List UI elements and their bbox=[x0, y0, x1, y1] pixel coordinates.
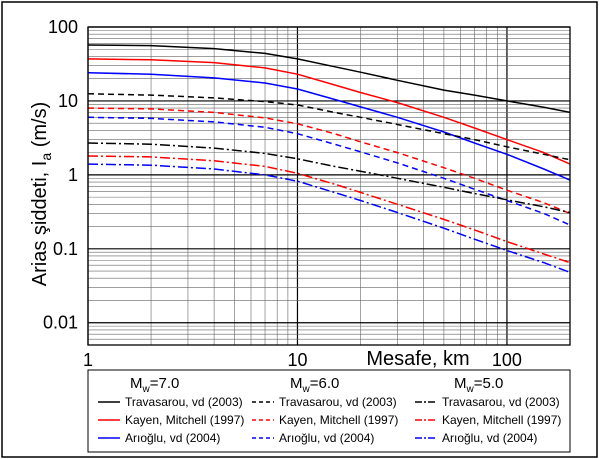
legend-group-prefix: M bbox=[454, 375, 467, 392]
series-line-kayen-1 bbox=[87, 107, 571, 215]
y-tick-label: 100 bbox=[48, 17, 78, 37]
y-tick-label: 10 bbox=[58, 91, 78, 111]
series-line-kayen-2 bbox=[87, 155, 571, 264]
legend: Mw=7.0 Mw=6.0 Mw=5.0 Travasarou, vd (2003)… bbox=[87, 369, 571, 453]
x-axis-title: Mesafe, km bbox=[366, 348, 469, 370]
legend-label: Travasarou, vd (2003) bbox=[125, 395, 243, 409]
tick-labels: 1 10 100 0.01 0.1 1 10 100 bbox=[43, 17, 522, 370]
y-tick-label: 1 bbox=[68, 165, 78, 185]
series-line-arioglu-2 bbox=[87, 163, 571, 274]
series-line-travasarou-1 bbox=[87, 93, 571, 161]
legend-label: Kayen, Mitchell (1997) bbox=[125, 413, 244, 427]
legend-group-header: Mw=5.0 bbox=[454, 375, 503, 395]
y-tick-label: 0.01 bbox=[43, 313, 78, 333]
x-tick-label: 1 bbox=[83, 350, 93, 370]
legend-group-prefix: M bbox=[290, 375, 303, 392]
plot-area-border bbox=[87, 26, 571, 346]
series-line-kayen-0 bbox=[87, 58, 571, 165]
legend-group-subscript: w bbox=[466, 384, 475, 395]
y-axis-title-unit: (m/s) bbox=[29, 102, 51, 153]
legend-group-header: Mw=7.0 bbox=[130, 375, 179, 395]
legend-label: Arıoğlu, vd (2004) bbox=[125, 431, 220, 445]
legend-group-subscript: w bbox=[142, 384, 151, 395]
series-line-travasarou-0 bbox=[87, 44, 571, 114]
series-lines bbox=[87, 44, 571, 274]
x-tick-label: 100 bbox=[492, 350, 522, 370]
legend-label: Travasarou, vd (2003) bbox=[442, 395, 560, 409]
legend-label: Arıoğlu, vd (2004) bbox=[279, 431, 374, 445]
legend-group-subscript: w bbox=[302, 384, 311, 395]
legend-group-value: =7.0 bbox=[150, 375, 180, 392]
series-line-arioglu-0 bbox=[87, 72, 571, 181]
legend-label: Kayen, Mitchell (1997) bbox=[442, 413, 561, 427]
legend-label: Travasarou, vd (2003) bbox=[279, 395, 397, 409]
legend-items: Travasarou, vd (2003) Kayen, Mitchell (19… bbox=[98, 395, 561, 445]
x-tick-label: 10 bbox=[287, 350, 307, 370]
legend-box bbox=[87, 369, 571, 453]
y-axis-title-main: Arias şiddeti, I bbox=[29, 161, 51, 287]
y-axis-title: Arias şiddeti, Ia (m/s) bbox=[29, 102, 54, 287]
y-tick-label: 0.1 bbox=[53, 239, 78, 259]
legend-headers: Mw=7.0 Mw=6.0 Mw=5.0 bbox=[130, 375, 503, 395]
legend-group-value: =6.0 bbox=[310, 375, 340, 392]
legend-group-value: =5.0 bbox=[474, 375, 504, 392]
legend-label: Arıoğlu, vd (2004) bbox=[442, 431, 537, 445]
legend-group-header: Mw=6.0 bbox=[290, 375, 339, 395]
legend-label: Kayen, Mitchell (1997) bbox=[279, 413, 398, 427]
series-line-travasarou-2 bbox=[87, 142, 571, 214]
legend-group-prefix: M bbox=[130, 375, 143, 392]
y-axis-title-subscript: a bbox=[38, 153, 54, 161]
series-line-arioglu-1 bbox=[87, 116, 571, 226]
